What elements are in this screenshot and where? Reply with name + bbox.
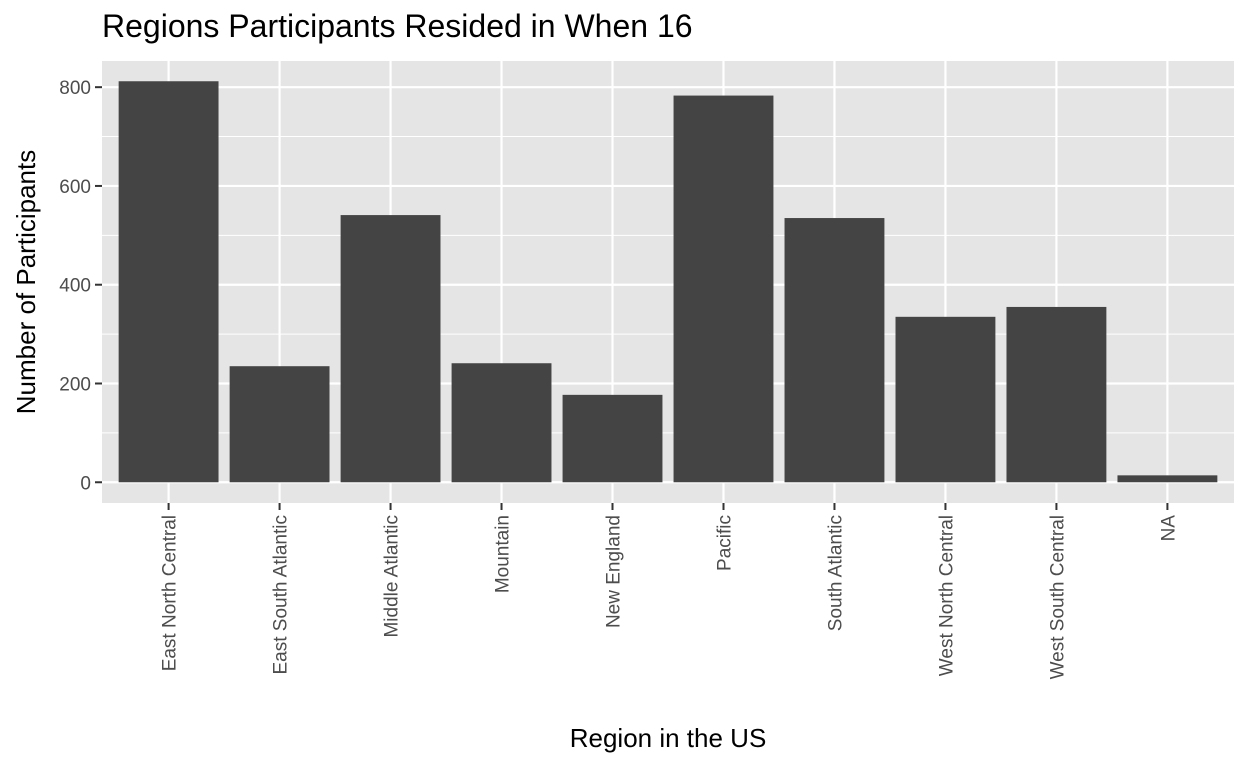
x-tick-label: South Atlantic: [825, 515, 846, 631]
y-axis: 0 200 400 600 800: [59, 78, 102, 494]
x-tick-label: Mountain: [493, 515, 514, 593]
x-axis: East North Central East South Atlantic Mid…: [160, 503, 1179, 679]
y-tick-label: 400: [59, 276, 91, 297]
chart-title: Regions Participants Resided in When 16: [102, 8, 693, 44]
x-tick-label: NA: [1158, 515, 1179, 542]
bar-east-north-central: [118, 81, 219, 483]
y-tick-label: 600: [59, 177, 91, 198]
bar-new-england: [562, 394, 663, 483]
x-tick-label: East North Central: [160, 515, 181, 671]
y-tick-label: 0: [80, 473, 91, 494]
x-axis-title: Region in the US: [570, 723, 767, 753]
x-tick-label: West North Central: [936, 515, 957, 676]
x-tick-label: East South Atlantic: [271, 515, 292, 675]
bar-west-north-central: [895, 316, 996, 483]
x-tick-label: West South Central: [1047, 515, 1068, 679]
bar-pacific: [673, 95, 774, 483]
y-tick-label: 800: [59, 78, 91, 99]
bar-south-atlantic: [784, 218, 885, 483]
x-tick-label: Pacific: [714, 515, 735, 571]
bars: [118, 81, 1218, 483]
y-tick-label: 200: [59, 374, 91, 395]
bar-middle-atlantic: [340, 215, 441, 483]
y-axis-title: Number of Participants: [11, 150, 41, 414]
bar-mountain: [451, 363, 552, 483]
x-tick-label: New England: [604, 515, 625, 628]
x-tick-label: Middle Atlantic: [382, 515, 403, 638]
bar-west-south-central: [1006, 306, 1107, 483]
bar-east-south-atlantic: [229, 366, 330, 483]
bar-na: [1117, 475, 1218, 483]
